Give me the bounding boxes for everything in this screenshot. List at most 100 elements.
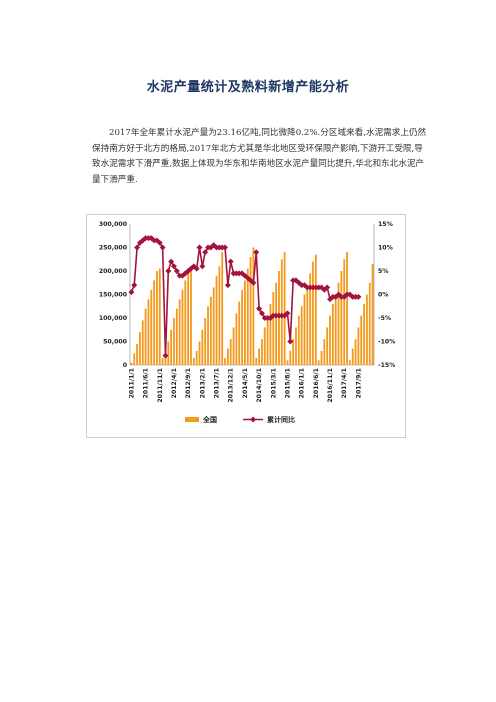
bar [317, 360, 320, 365]
bar [283, 252, 286, 365]
x-tick-label: 2011/11/1 [157, 368, 164, 403]
yoy-point [196, 244, 203, 251]
y-left-tick-label: 150,000 [99, 292, 128, 299]
bar [192, 357, 195, 365]
y-left-tick-label: 300,000 [99, 221, 128, 228]
bar [241, 289, 243, 365]
bar [158, 268, 161, 365]
bar [314, 254, 317, 365]
bar [269, 303, 272, 365]
bar [150, 289, 153, 365]
y-left-tick-label: 50,000 [103, 339, 128, 346]
bar [371, 263, 374, 365]
bar [286, 360, 289, 365]
bar [280, 259, 283, 365]
bar [275, 282, 278, 365]
body-paragraph: 2017年全年累计水泥产量为23.16亿吨,同比微降0.2%.分区域来看,水泥需… [92, 126, 430, 188]
yoy-point [199, 263, 206, 270]
legend-label-line: 累计同比 [267, 415, 295, 424]
x-tick-label: 2016/6/1 [313, 368, 320, 398]
x-tick-label: 2013/2/1 [199, 368, 206, 398]
chart-container: 0 50,000 100,000 150,000 200,000 250,000 300,0… [86, 214, 406, 438]
bar [255, 357, 258, 365]
y-right-tick-label: -10% [378, 339, 395, 346]
bar [348, 360, 351, 365]
bar [144, 308, 147, 365]
bar [195, 350, 198, 365]
bar [337, 282, 340, 365]
bar [263, 327, 266, 365]
bar [334, 294, 337, 365]
bar [303, 294, 306, 365]
bar [297, 315, 300, 365]
bar [266, 315, 269, 365]
bar [261, 339, 263, 365]
bar [329, 315, 331, 365]
yoy-point [227, 258, 234, 265]
bar [141, 320, 144, 365]
bar [346, 252, 348, 365]
bar [232, 327, 235, 365]
bar [252, 247, 255, 365]
bar [170, 329, 173, 365]
bar [178, 299, 181, 365]
bar [198, 341, 201, 365]
bar [147, 299, 150, 365]
bar [331, 303, 334, 365]
bar [226, 348, 229, 365]
bar [320, 350, 323, 365]
x-tick-label: 2016/11/1 [327, 368, 334, 403]
bar [323, 339, 326, 365]
bar [136, 343, 139, 365]
y-right-tick-label: -5% [378, 315, 391, 322]
bar [289, 350, 292, 365]
bar [292, 339, 295, 365]
bar [363, 303, 365, 365]
bar [207, 306, 209, 365]
yoy-point [131, 282, 138, 289]
x-tick-label: 2011/1/1 [128, 368, 135, 398]
y-left-tick-label: 100,000 [99, 315, 128, 322]
bar [300, 306, 303, 365]
bar [187, 271, 190, 365]
paragraph-text: 2017年全年累计水泥产量为23.16亿吨,同比微降0.2%.分区域来看,水泥需… [92, 128, 427, 185]
bar [173, 318, 175, 365]
x-tick-label: 2013/12/1 [228, 368, 235, 403]
yoy-point [128, 289, 135, 296]
bar [360, 315, 363, 365]
bar [229, 339, 232, 365]
y-right-tick-label: -15% [378, 362, 395, 369]
bar [153, 280, 156, 365]
bar [130, 362, 133, 365]
bar [243, 280, 246, 365]
bar [201, 329, 204, 365]
document-title: 水泥产量统计及熟料新增产能分析 [146, 80, 350, 95]
bar [295, 327, 297, 365]
bar [235, 313, 238, 365]
x-tick-label: 2016/1/1 [299, 368, 306, 398]
bar [272, 292, 275, 365]
combo-chart: 0 50,000 100,000 150,000 200,000 250,000 300,0… [99, 221, 396, 424]
bar [249, 256, 252, 365]
legend-label-bars: 全国 [202, 415, 217, 424]
y-right-tick-label: 5% [378, 268, 389, 275]
bar [133, 353, 136, 365]
bar [190, 266, 192, 365]
x-tick-label: 2012/4/1 [171, 368, 178, 398]
x-tick-label: 2017/9/1 [355, 368, 362, 398]
y-right-tick-label: 15% [378, 221, 393, 228]
bar [204, 318, 207, 365]
bar [365, 294, 368, 365]
bar [357, 327, 360, 365]
x-tick-label: 2017/4/1 [341, 368, 348, 398]
x-tick-label: 2013/7/1 [214, 368, 221, 398]
bar [326, 327, 329, 365]
legend-marker-line [250, 416, 257, 423]
yoy-point [224, 282, 231, 289]
x-tick-label: 2011/6/1 [143, 368, 150, 398]
bar [246, 268, 249, 365]
bar [312, 261, 314, 365]
bar [218, 266, 221, 365]
bar [224, 357, 226, 365]
bar [368, 282, 371, 365]
